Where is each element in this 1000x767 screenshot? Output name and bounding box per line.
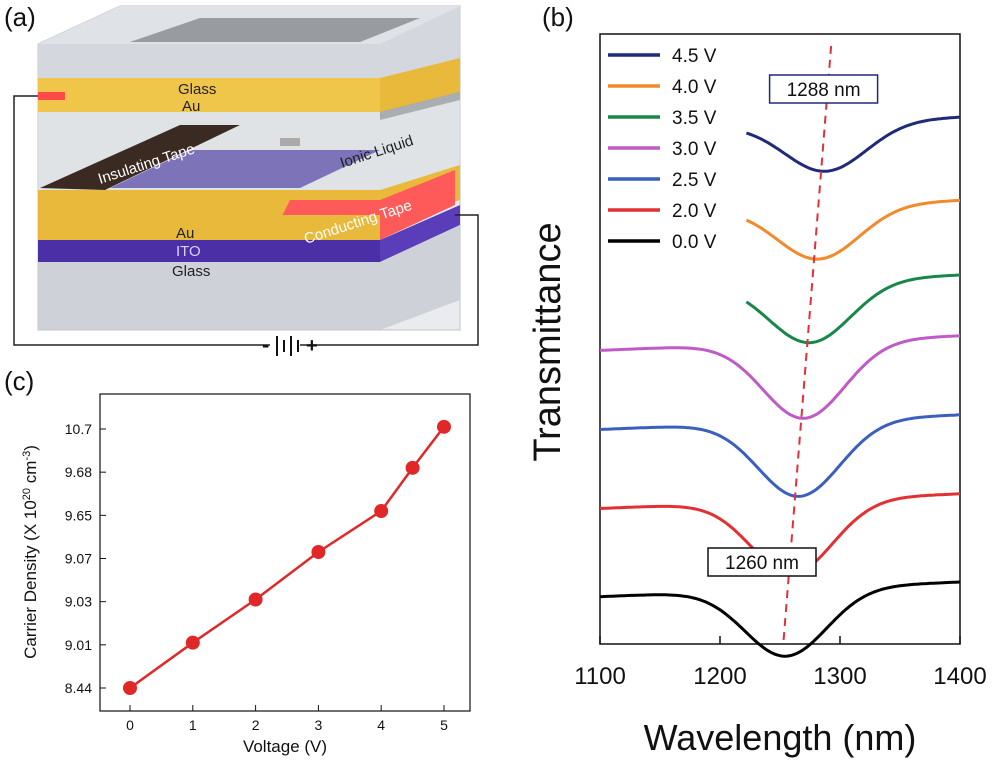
c-ytick-label-0: 8.44 — [65, 680, 92, 696]
panel-c-label: (c) — [4, 366, 35, 396]
wire-right — [300, 214, 479, 346]
label-top-glass: Glass — [178, 81, 216, 98]
legend-bg-2 — [604, 109, 736, 131]
legend-label-1: 4.0 V — [672, 77, 717, 98]
c-xtick-label-5: 5 — [440, 717, 448, 733]
label-ito: ITO — [176, 243, 201, 260]
series-line-6 — [599, 580, 961, 658]
xtick-label-2: 1300 — [813, 663, 866, 690]
series-line-3 — [599, 334, 961, 420]
battery-plus: + — [306, 335, 318, 357]
chart-c-ylabel: Carrier Density (X 1020 cm-3) — [21, 445, 40, 659]
chart-b-series-group — [599, 115, 961, 658]
series-line-1 — [745, 198, 961, 261]
chart-b-annotations: 1288 nm 1260 nm — [707, 74, 879, 577]
chart-c-xlabel: Voltage (V) — [243, 737, 327, 756]
c-xtick-label-1: 1 — [189, 717, 197, 733]
c-xtick-label-4: 4 — [377, 717, 385, 733]
chart-b-frame — [599, 33, 961, 645]
series-line-2 — [745, 273, 961, 345]
legend-label-4: 2.5 V — [672, 170, 717, 191]
chart-c-ticks: 0 1 2 3 4 5 8.44 9.01 9.03 9.07 9.65 9.68 10.7 — [65, 421, 448, 733]
c-point-1 — [185, 635, 200, 650]
label-bottom-au: Au — [176, 225, 194, 242]
ito-front — [38, 240, 380, 262]
battery-minus: - — [262, 332, 269, 357]
c-point-6 — [437, 419, 451, 434]
annotation-box-0 — [768, 74, 879, 104]
c-xtick-label-3: 3 — [315, 717, 323, 733]
c-ytick-label-3: 9.07 — [65, 551, 92, 567]
c-ytick-label-1: 9.01 — [65, 637, 92, 653]
bottom-glass-slab — [38, 225, 460, 330]
xtick-label-3: 1400 — [933, 663, 986, 690]
chart-b-xlabel: Wavelength (nm) — [644, 717, 917, 758]
chart-c-points — [123, 419, 451, 695]
panel-a-label: (a) — [4, 2, 36, 32]
series-line-0 — [745, 115, 961, 173]
legend-label-5: 2.0 V — [672, 201, 717, 222]
legend-bg-3 — [604, 140, 736, 162]
legend-label-6: 0.0 V — [672, 232, 717, 253]
xtick-label-1: 1200 — [693, 663, 746, 690]
label-top-au: Au — [182, 98, 200, 115]
battery-icon — [276, 336, 299, 356]
chart-c-frame — [99, 393, 471, 712]
wire-left — [13, 95, 270, 346]
c-xtick-label-2: 2 — [252, 717, 260, 733]
chart-c-line — [129, 426, 445, 690]
top-glass-slab — [38, 6, 460, 78]
bottom-au-layer — [38, 215, 380, 240]
legend-label-3: 3.0 V — [672, 139, 717, 160]
nanostructure-pattern — [110, 150, 380, 188]
xtick-label-0: 1100 — [574, 663, 626, 690]
panel-b-label: (b) — [542, 2, 574, 32]
chart-b-ylabel: Transmittance — [527, 222, 569, 461]
c-xtick-label-0: 0 — [126, 717, 134, 733]
annotation-box-1 — [707, 547, 817, 577]
top-au-front — [38, 78, 380, 112]
c-ytick-label-6: 10.7 — [65, 421, 92, 437]
chart-c: 0 1 2 3 4 5 8.44 9.01 9.03 9.07 9.65 9.68 10.7 Volta… — [21, 393, 471, 756]
annotation-label-1: 1260 nm — [725, 553, 799, 574]
c-point-2 — [248, 592, 263, 607]
annotation-label-0: 1288 nm — [787, 80, 861, 101]
top-red-contact — [38, 92, 65, 100]
legend-label-0: 4.5 V — [672, 46, 717, 67]
label-bottom-glass: Glass — [172, 263, 210, 280]
chart-b-legend: 4.5 V 4.0 V 3.5 V 3.0 V 2.5 V 2.0 V 0.0 V — [604, 46, 736, 255]
c-point-4 — [374, 504, 389, 519]
chart-b: 4.5 V 4.0 V 3.5 V 3.0 V 2.5 V 2.0 V 0.0 V 1288… — [527, 33, 987, 758]
legend-bg-0 — [604, 47, 736, 69]
c-ytick-label-5: 9.68 — [65, 464, 92, 480]
chart-b-trend-line — [782, 39, 833, 641]
series-line-4 — [599, 413, 961, 498]
top-glass-window — [130, 18, 420, 42]
device-schematic: Glass Au Insulating Tape Ionic Liquid Co… — [13, 5, 479, 357]
legend-bg-4 — [604, 171, 736, 193]
legend-bg-6 — [604, 233, 736, 255]
c-point-3 — [311, 545, 326, 560]
c-point-5 — [405, 460, 420, 475]
legend-bg-5 — [604, 202, 736, 224]
legend-label-2: 3.5 V — [672, 108, 717, 129]
chart-b-xticks: 1100 1200 1300 1400 — [574, 636, 987, 690]
c-ytick-label-4: 9.65 — [65, 507, 92, 523]
legend-bg-1 — [604, 78, 736, 100]
c-ytick-label-2: 9.03 — [65, 594, 92, 610]
insulating-tape — [40, 125, 240, 190]
c-point-0 — [123, 681, 137, 695]
